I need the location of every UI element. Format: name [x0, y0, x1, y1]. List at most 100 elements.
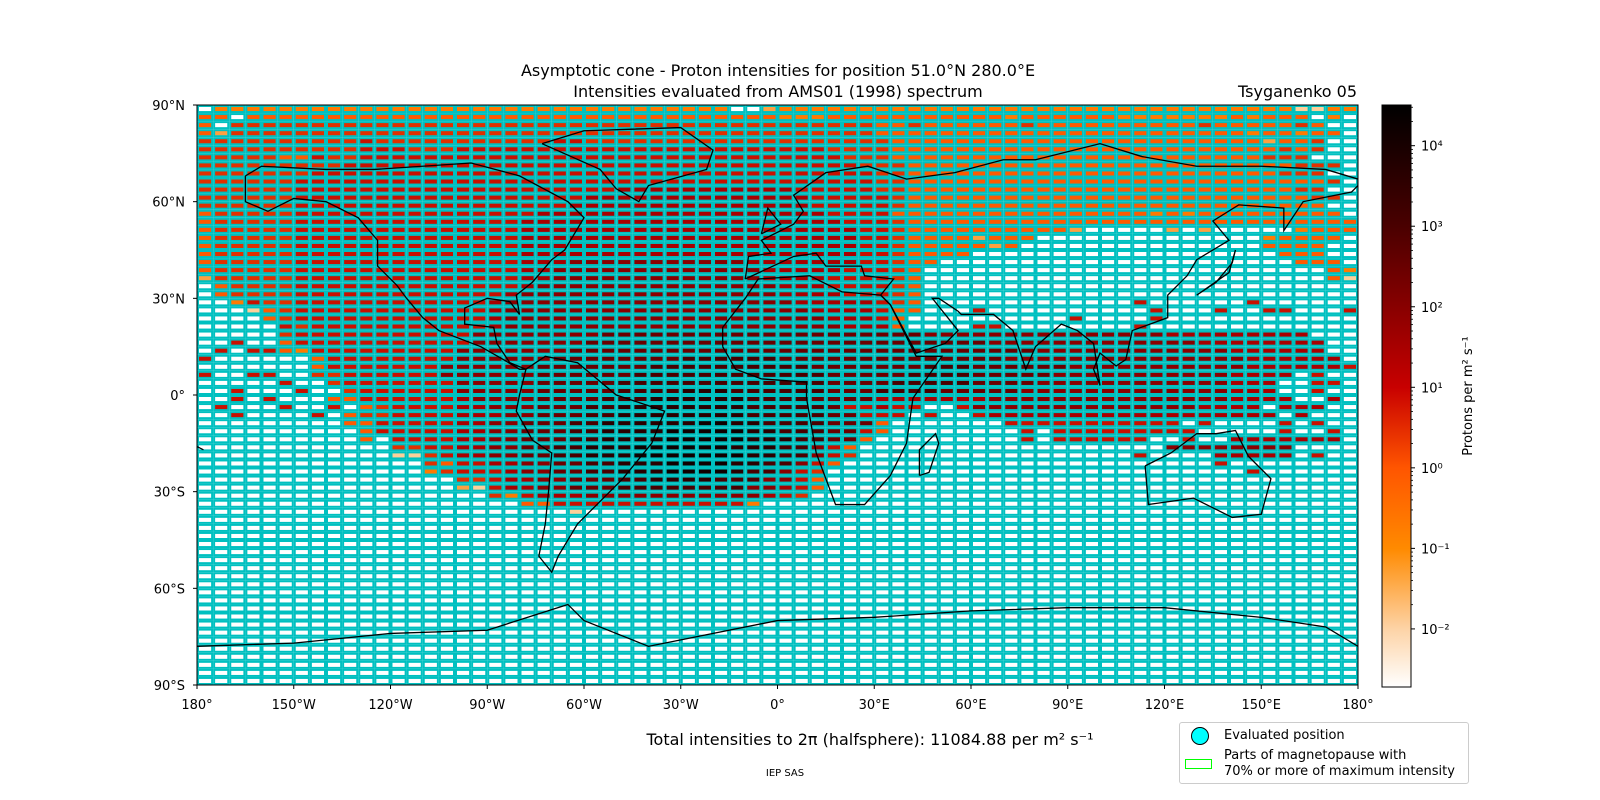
heatmap-cell	[1003, 266, 1020, 275]
heatmap-cell	[1035, 411, 1052, 420]
heatmap-cell	[809, 145, 826, 154]
heatmap-cell	[1164, 185, 1181, 194]
heatmap-cell	[1180, 201, 1197, 210]
heatmap-cell	[1245, 636, 1262, 645]
heatmap-cell	[197, 193, 214, 202]
heatmap-cell	[326, 435, 343, 444]
heatmap-cell	[1083, 580, 1100, 589]
heatmap-cell	[1019, 467, 1036, 476]
heatmap-cell	[1051, 564, 1068, 573]
heatmap-cell	[519, 499, 536, 508]
heatmap-cell	[858, 515, 875, 524]
heatmap-cell	[1019, 419, 1036, 428]
heatmap-cell	[438, 298, 455, 307]
heatmap-cell	[1035, 225, 1052, 234]
heatmap-cell	[358, 306, 375, 315]
heatmap-cell	[1116, 258, 1133, 267]
heatmap-cell	[696, 451, 713, 460]
heatmap-cell	[632, 322, 649, 331]
heatmap-cell	[471, 378, 488, 387]
heatmap-cell	[1116, 644, 1133, 653]
heatmap-cell	[793, 298, 810, 307]
heatmap-cell	[1035, 217, 1052, 226]
heatmap-cell	[922, 258, 939, 267]
heatmap-cell	[922, 362, 939, 371]
heatmap-cell	[1277, 314, 1294, 323]
heatmap-cell	[809, 185, 826, 194]
heatmap-cell	[632, 419, 649, 428]
heatmap-cell	[664, 362, 681, 371]
heatmap-cell	[971, 483, 988, 492]
heatmap-cell	[1051, 556, 1068, 565]
heatmap-cell	[1148, 330, 1165, 339]
heatmap-cell	[245, 451, 262, 460]
heatmap-cell	[1325, 129, 1342, 138]
heatmap-cell	[455, 274, 472, 283]
heatmap-cell	[1035, 177, 1052, 186]
heatmap-cell	[777, 330, 794, 339]
heatmap-cell	[309, 113, 326, 122]
heatmap-cell	[632, 556, 649, 565]
heatmap-cell	[1293, 121, 1310, 130]
heatmap-cell	[600, 580, 617, 589]
heatmap-cell	[1019, 346, 1036, 355]
heatmap-cell	[293, 386, 310, 396]
heatmap-cell	[890, 531, 907, 541]
heatmap-cell	[713, 298, 730, 307]
heatmap-cell	[1325, 572, 1342, 581]
heatmap-cell	[922, 161, 939, 170]
heatmap-cell	[1019, 177, 1036, 186]
heatmap-cell	[1261, 580, 1278, 589]
heatmap-cell	[438, 233, 455, 242]
heatmap-cell	[1229, 443, 1246, 452]
heatmap-cell	[277, 177, 294, 186]
heatmap-cell	[406, 596, 423, 605]
heatmap-cell	[1277, 531, 1294, 541]
heatmap-cell	[1293, 225, 1310, 234]
heatmap-cell	[374, 185, 391, 194]
heatmap-cell	[229, 588, 246, 597]
heatmap-cell	[487, 129, 504, 138]
heatmap-cell	[277, 564, 294, 573]
heatmap-cell	[987, 491, 1004, 500]
heatmap-cell	[567, 346, 584, 355]
heatmap-cell	[487, 572, 504, 581]
heatmap-cell	[1341, 588, 1358, 597]
heatmap-cell	[503, 475, 520, 484]
heatmap-cell	[1100, 250, 1117, 259]
heatmap-cell	[954, 612, 971, 621]
heatmap-cell	[503, 604, 520, 613]
heatmap-cell	[390, 105, 407, 114]
heatmap-cell	[229, 338, 246, 347]
heatmap-cell	[1148, 338, 1165, 347]
heatmap-cell	[487, 169, 504, 178]
heatmap-cell	[1051, 266, 1068, 275]
heatmap-cell	[1164, 330, 1181, 339]
heatmap-cell	[1245, 322, 1262, 331]
heatmap-cell	[793, 540, 810, 549]
heatmap-cell	[358, 113, 375, 122]
heatmap-cell	[1148, 572, 1165, 581]
heatmap-cell	[874, 129, 891, 138]
heatmap-cell	[519, 572, 536, 581]
heatmap-cell	[761, 354, 778, 363]
heatmap-cell	[777, 145, 794, 154]
heatmap-cell	[906, 129, 923, 138]
heatmap-cell	[922, 572, 939, 581]
heatmap-cell	[1067, 113, 1084, 122]
heatmap-cell	[358, 354, 375, 363]
heatmap-cell	[954, 483, 971, 492]
heatmap-cell	[535, 362, 552, 371]
heatmap-cell	[1003, 250, 1020, 259]
heatmap-cell	[890, 435, 907, 444]
heatmap-cell	[1196, 105, 1213, 114]
heatmap-cell	[793, 612, 810, 621]
heatmap-cell	[326, 604, 343, 613]
heatmap-cell	[987, 113, 1004, 122]
heatmap-cell	[1003, 604, 1020, 613]
heatmap-cell	[632, 209, 649, 218]
heatmap-cell	[1164, 564, 1181, 573]
heatmap-cell	[519, 443, 536, 452]
heatmap-cell	[729, 121, 746, 130]
heatmap-cell	[422, 298, 439, 307]
